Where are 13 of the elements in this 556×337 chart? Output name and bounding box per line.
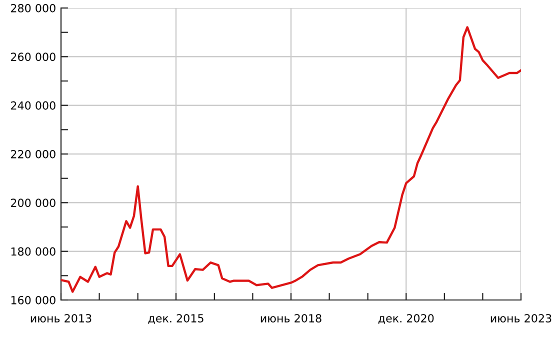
y-tick-label: 280 000: [11, 4, 56, 12]
x-tick-label: дек. 2015: [148, 314, 204, 324]
y-tick-label: 240 000: [11, 101, 56, 110]
y-tick-label: 160 000: [11, 296, 56, 304]
x-tick-label: дек. 2020: [378, 314, 434, 324]
line-series: [61, 26, 521, 293]
y-tick-label: 260 000: [11, 52, 56, 62]
y-tick-label: 220 000: [11, 150, 56, 158]
x-tick-label: июнь 2013: [30, 314, 92, 322]
y-tick-label: 200 000: [11, 198, 56, 208]
x-tick-label: июнь 2018: [260, 314, 322, 322]
x-tick-label: июнь 2023: [490, 314, 552, 322]
y-tick-label: 180 000: [11, 247, 56, 256]
